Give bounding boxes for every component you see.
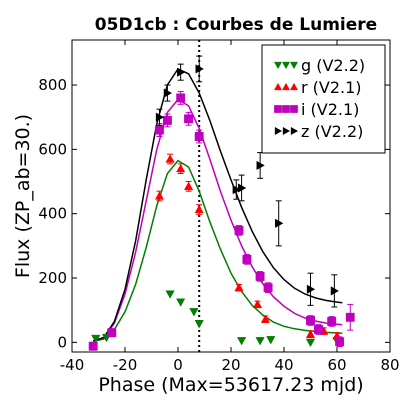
legend-box [261, 44, 386, 154]
data-point [177, 67, 186, 77]
legend: g (V2.2) r (V2.1) i (V2.1) z (V2.2) [261, 44, 386, 154]
data-point [154, 191, 165, 200]
data-point [255, 337, 265, 346]
data-point [237, 183, 247, 193]
data-point [236, 337, 247, 346]
legend-marker [282, 126, 291, 136]
data-point [314, 325, 323, 334]
legend-marker [281, 82, 291, 91]
data-point [252, 299, 263, 309]
legend-label: z (V2.2) [301, 122, 363, 141]
data-point [162, 115, 172, 125]
data-point [88, 341, 98, 351]
chart-title: 05D1cb : Courbes de Lumiere [95, 15, 377, 35]
legend-marker [290, 105, 298, 113]
data-point [263, 283, 273, 293]
legend-marker [282, 105, 290, 113]
fit-curve [93, 159, 343, 342]
legend-marker [273, 82, 283, 91]
legend-marker [273, 61, 283, 70]
x-tick-label: -20 [113, 356, 138, 374]
data-point [234, 225, 244, 235]
data-point [107, 328, 117, 338]
legend-label: r (V2.1) [301, 78, 362, 97]
data-point [189, 308, 199, 317]
y-tick-label: 200 [38, 269, 67, 287]
data-point [330, 286, 340, 296]
data-point [255, 271, 265, 281]
data-point [345, 312, 355, 322]
data-point [242, 254, 252, 264]
fit-curve [92, 67, 343, 342]
data-point [306, 316, 315, 325]
x-tick-label: 20 [221, 356, 240, 374]
x-tick-label: 40 [274, 356, 293, 374]
legend-label: i (V2.1) [301, 100, 359, 119]
fit-curve [92, 98, 343, 342]
data-point [335, 337, 345, 347]
data-point [234, 282, 244, 292]
data-point [195, 64, 204, 74]
plot-area [88, 40, 355, 352]
data-point [266, 336, 276, 345]
data-point [176, 163, 186, 173]
x-tick-label: 60 [327, 356, 346, 374]
data-point [256, 160, 265, 171]
legend-marker [290, 126, 299, 136]
data-point [176, 93, 186, 103]
data-point [194, 204, 204, 214]
data-point [163, 88, 173, 98]
data-point [165, 290, 175, 299]
x-tick-label: -40 [60, 356, 85, 374]
data-point [194, 320, 204, 329]
x-tick-label: 0 [173, 356, 183, 374]
y-tick-label: 600 [38, 140, 67, 158]
data-point [260, 314, 271, 323]
legend-marker [274, 105, 282, 113]
data-point [155, 112, 165, 122]
x-tick-label: 80 [380, 356, 399, 374]
data-point [305, 338, 316, 348]
data-point [183, 181, 194, 190]
data-point [194, 132, 204, 141]
legend-marker [274, 126, 283, 136]
y-tick-label: 800 [38, 76, 67, 94]
data-point [275, 218, 284, 228]
y-tick-label: 0 [57, 333, 67, 351]
data-point [184, 114, 194, 124]
data-point [305, 329, 316, 338]
data-point [91, 334, 101, 344]
legend-label: g (V2.2) [301, 56, 365, 75]
legend-marker [289, 61, 299, 70]
data-point [232, 184, 242, 195]
data-point [155, 125, 164, 135]
x-axis-label: Phase (Max=53617.23 mjd) [98, 374, 363, 396]
y-axis-label: Flux (ZP_ab=30.) [12, 114, 34, 278]
plot-inner [88, 40, 355, 352]
y-tick-label: 400 [38, 205, 67, 223]
data-point [306, 284, 316, 294]
data-point [176, 298, 186, 307]
data-point [327, 316, 337, 326]
legend-marker [289, 82, 299, 91]
legend-marker [281, 61, 291, 70]
data-point [165, 154, 175, 163]
